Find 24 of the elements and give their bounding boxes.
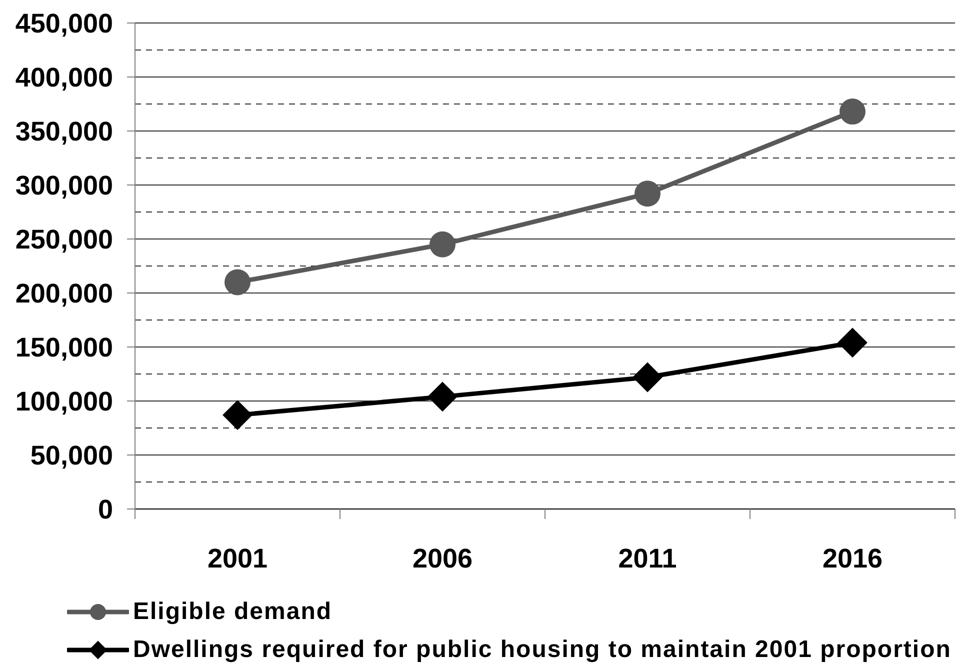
y-tick-label: 400,000 <box>15 62 113 93</box>
legend-label: Dwellings required for public housing to maintain 2001 proportion <box>133 636 952 664</box>
y-tick-label: 300,000 <box>15 170 113 201</box>
point <box>838 328 868 358</box>
y-tick-label: 50,000 <box>30 440 113 471</box>
y-tick-label: 350,000 <box>15 116 113 147</box>
x-tick-label: 2006 <box>412 544 473 574</box>
y-tick-label: 450,000 <box>15 8 113 39</box>
y-tick-label: 150,000 <box>15 332 113 363</box>
y-tick-label: 200,000 <box>15 278 113 309</box>
y-tick-label: 0 <box>98 494 113 525</box>
legend-label: Eligible demand <box>133 598 332 626</box>
y-tick-label: 100,000 <box>15 386 113 417</box>
point <box>840 98 866 125</box>
x-tick-label: 2016 <box>822 544 883 574</box>
point <box>634 180 660 207</box>
point <box>224 269 250 296</box>
x-tick-label: 2001 <box>207 544 268 574</box>
point <box>428 382 458 412</box>
point <box>430 231 456 258</box>
y-tick-label: 250,000 <box>15 224 113 255</box>
point <box>632 362 662 392</box>
point <box>222 400 252 430</box>
x-tick-label: 2011 <box>618 544 677 574</box>
